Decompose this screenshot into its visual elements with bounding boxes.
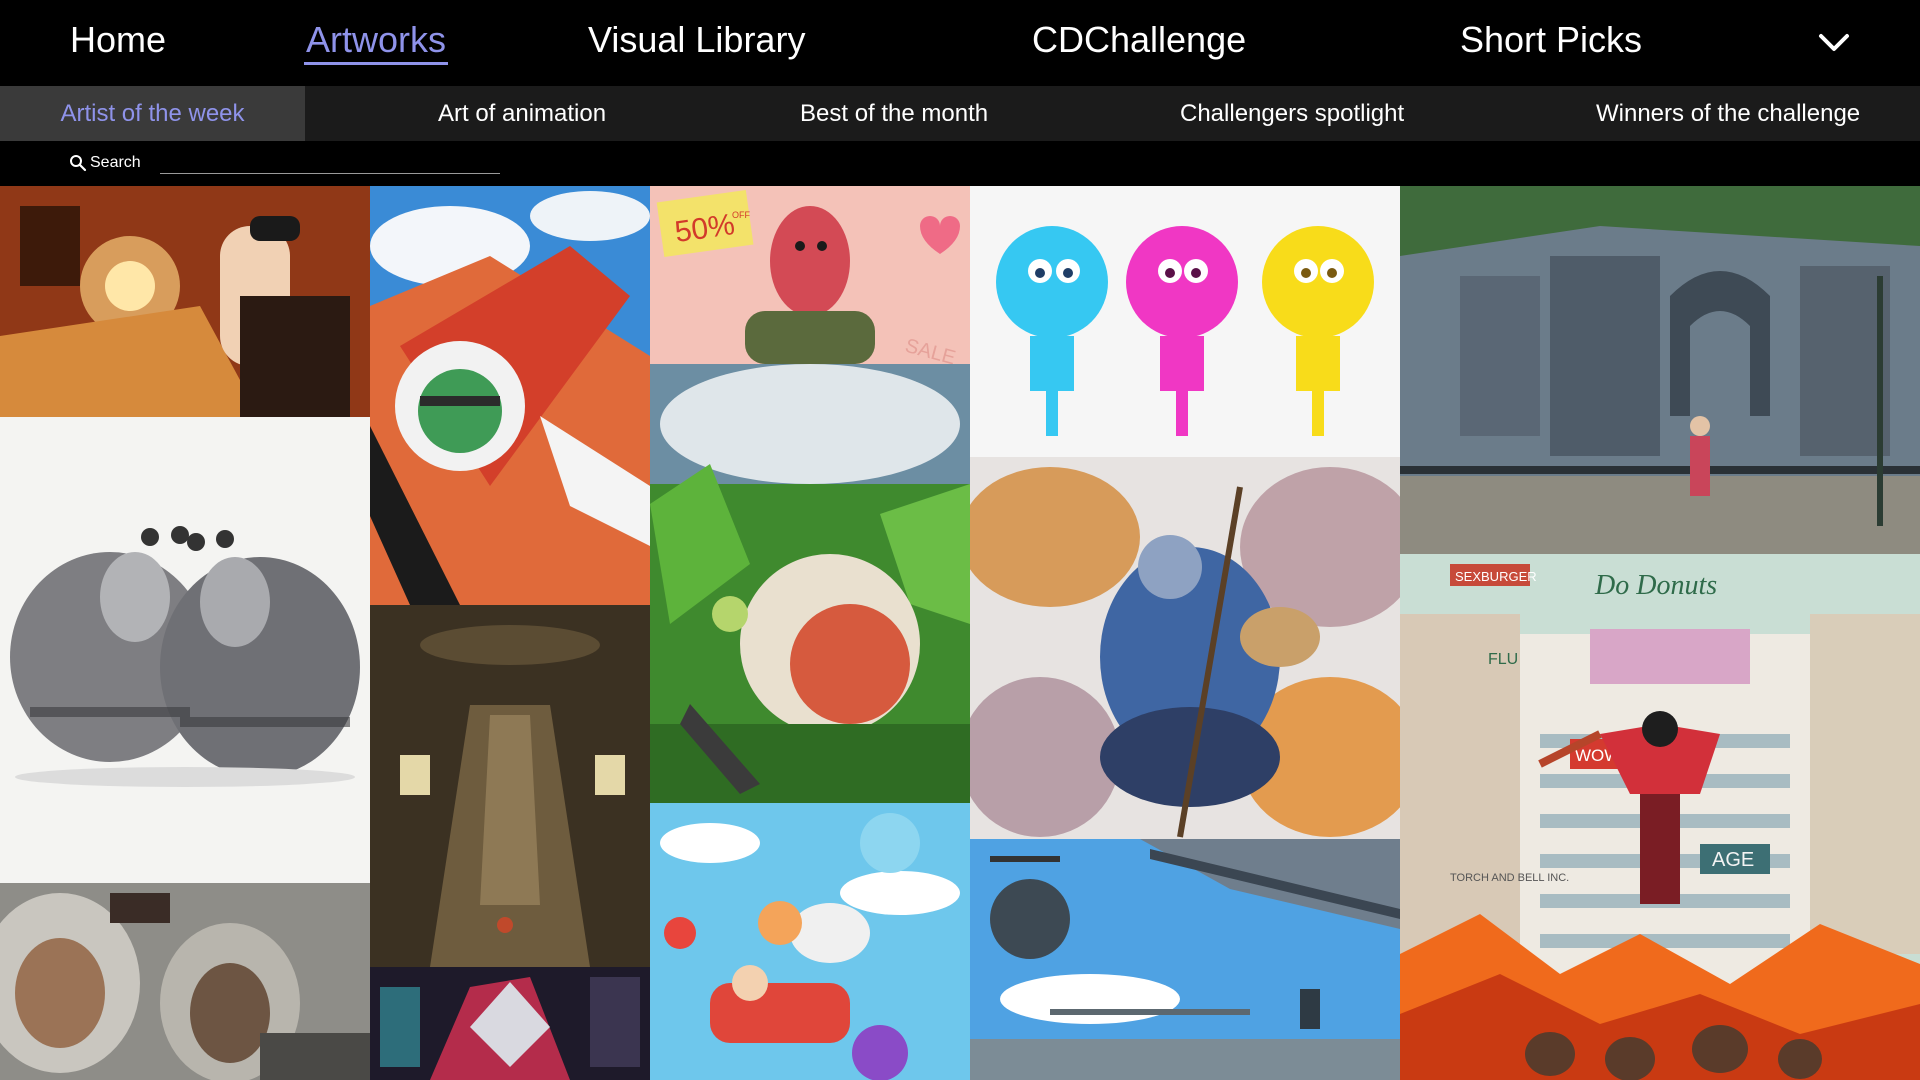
- nav-item-short-picks[interactable]: Short Picks: [1460, 19, 1643, 60]
- artwork-tile-overgrown-city-girl[interactable]: [1400, 186, 1920, 554]
- chevron-down-icon[interactable]: [1817, 27, 1851, 57]
- sign-sexburger: SEXBURGER: [1455, 569, 1537, 584]
- sub-navigation: Artist of the week Art of animation Best…: [0, 86, 1920, 141]
- sale-sign-off: OFF: [732, 210, 750, 220]
- main-navigation: Home Artworks Visual Library CDChallenge…: [0, 0, 1920, 86]
- sign-flu: FLU: [1488, 651, 1518, 668]
- artwork-tile-astronaut-characters[interactable]: [0, 883, 370, 1080]
- search-bar: Search: [0, 141, 1920, 186]
- artwork-tile-dark-tower-interior[interactable]: [370, 605, 650, 967]
- artwork-tile-football-player-leap[interactable]: [370, 186, 650, 605]
- artwork-tile-armored-rider-giant[interactable]: [970, 457, 1400, 839]
- artwork-tile-harbor-sky-scene[interactable]: [970, 839, 1400, 1080]
- artwork-tile-armored-rhino-creatures[interactable]: [0, 417, 370, 883]
- artwork-tile-flying-adventure-crew[interactable]: [650, 803, 970, 1080]
- search-input[interactable]: [160, 151, 500, 174]
- search-label: Search: [90, 154, 141, 171]
- subnav-item-winners-of-the-challenge[interactable]: Winners of the challenge: [1596, 100, 1861, 127]
- artwork-tile-three-round-characters[interactable]: [970, 186, 1400, 457]
- subnav-item-artist-of-the-week[interactable]: Artist of the week: [0, 86, 305, 141]
- nav-item-cdchallenge[interactable]: CDChallenge: [1032, 19, 1247, 60]
- subnav-item-best-of-the-month[interactable]: Best of the month: [800, 100, 989, 127]
- subnav-item-art-of-animation[interactable]: Art of animation: [438, 100, 607, 127]
- artwork-tile-artist-at-drawing-desk[interactable]: [0, 186, 370, 417]
- nav-item-home[interactable]: Home: [70, 19, 167, 60]
- search-icon: [69, 154, 87, 172]
- artwork-gallery: 50% OFF SALE: [0, 186, 1920, 1080]
- artwork-tile-sale-shopkeeper[interactable]: 50% OFF SALE: [650, 186, 970, 364]
- billboard-do-donuts: Do Donuts: [1594, 570, 1717, 601]
- artwork-tile-jungle-beast-scene[interactable]: [650, 364, 970, 803]
- artwork-tile-rooftop-jumper-city[interactable]: Do Donuts SEXBURGER FLU TORCH AND BELL I…: [1400, 554, 1920, 1080]
- sign-torch-and-bell: TORCH AND BELL INC.: [1450, 872, 1569, 884]
- subnav-item-challengers-spotlight[interactable]: Challengers spotlight: [1180, 100, 1405, 127]
- artwork-tile-neon-robot-figure[interactable]: [370, 967, 650, 1080]
- nav-item-visual-library[interactable]: Visual Library: [588, 19, 806, 60]
- nav-item-artworks[interactable]: Artworks: [303, 19, 449, 65]
- sign-age: AGE: [1712, 849, 1754, 871]
